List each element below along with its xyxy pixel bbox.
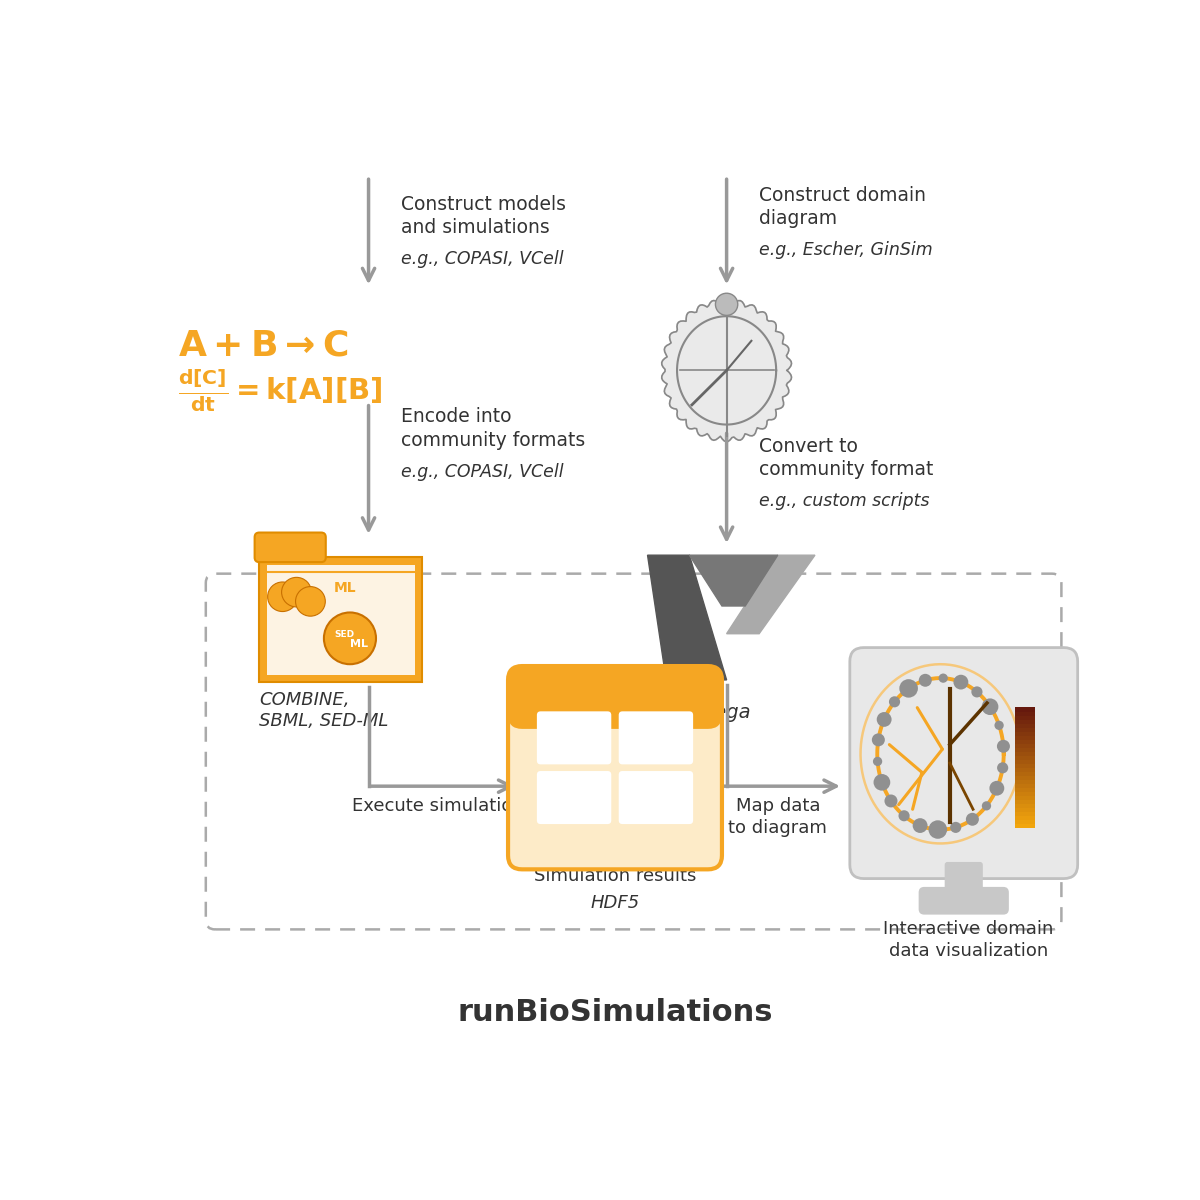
Text: Encode into
community formats: Encode into community formats (401, 407, 586, 450)
Text: Execute simulations: Execute simulations (353, 797, 534, 815)
Circle shape (997, 762, 1008, 773)
Bar (1015, 758, 1036, 763)
Bar (1015, 707, 1036, 712)
Bar (1015, 823, 1036, 828)
Bar (1015, 811, 1036, 816)
Text: Construct models
and simulations: Construct models and simulations (401, 194, 566, 238)
Polygon shape (689, 556, 778, 606)
FancyBboxPatch shape (850, 648, 1078, 878)
Bar (1015, 739, 1036, 744)
FancyBboxPatch shape (508, 666, 722, 869)
Bar (1015, 799, 1036, 804)
Circle shape (282, 577, 311, 607)
FancyBboxPatch shape (944, 862, 983, 895)
Circle shape (982, 698, 998, 715)
FancyBboxPatch shape (254, 533, 325, 562)
Bar (1015, 818, 1036, 823)
Circle shape (954, 674, 968, 690)
FancyBboxPatch shape (619, 772, 694, 824)
Bar (1015, 715, 1036, 720)
Bar (1015, 719, 1036, 724)
Circle shape (324, 612, 376, 665)
FancyBboxPatch shape (536, 712, 611, 764)
Circle shape (889, 696, 900, 707)
FancyBboxPatch shape (536, 772, 611, 824)
Text: Construct domain
diagram: Construct domain diagram (760, 186, 926, 228)
Circle shape (913, 818, 928, 833)
Text: $\mathbf{\frac{d[C]}{dt} = k[A][B]}$: $\mathbf{\frac{d[C]}{dt} = k[A][B]}$ (178, 367, 383, 414)
Bar (1015, 775, 1036, 780)
Circle shape (929, 821, 947, 839)
Bar (1015, 751, 1036, 756)
Text: e.g., Escher, GinSim: e.g., Escher, GinSim (760, 241, 932, 259)
Text: ML: ML (334, 581, 356, 594)
Polygon shape (727, 556, 815, 634)
Text: Convert to
community format: Convert to community format (760, 437, 934, 480)
Polygon shape (661, 299, 792, 442)
Circle shape (295, 587, 325, 616)
Text: Interactive domain
data visualization: Interactive domain data visualization (883, 920, 1054, 960)
Text: Map data
to diagram: Map data to diagram (728, 797, 827, 838)
Circle shape (938, 673, 948, 683)
Bar (1015, 710, 1036, 715)
Bar (1015, 779, 1036, 784)
Text: e.g., COPASI, VCell: e.g., COPASI, VCell (401, 463, 564, 481)
Circle shape (982, 802, 991, 810)
Circle shape (877, 712, 892, 727)
Bar (1015, 782, 1036, 787)
Bar (1015, 722, 1036, 727)
Bar (1015, 743, 1036, 748)
FancyBboxPatch shape (919, 887, 1009, 914)
Text: Simulation results: Simulation results (534, 866, 696, 884)
Bar (1015, 803, 1036, 808)
Text: runBioSimulations: runBioSimulations (457, 998, 773, 1027)
Circle shape (872, 757, 882, 766)
Bar (1015, 767, 1036, 772)
Text: HDF5: HDF5 (590, 894, 640, 912)
Circle shape (899, 679, 918, 697)
Text: COMBINE,
SBML, SED-ML: COMBINE, SBML, SED-ML (259, 691, 389, 731)
Circle shape (995, 721, 1003, 730)
Circle shape (990, 781, 1004, 796)
Circle shape (966, 812, 979, 826)
Circle shape (884, 794, 898, 808)
Bar (1015, 794, 1036, 799)
Text: $\mathbf{A + B \rightarrow C}$: $\mathbf{A + B \rightarrow C}$ (178, 329, 348, 362)
Bar (1015, 815, 1036, 820)
Bar (1015, 746, 1036, 751)
Circle shape (997, 740, 1010, 752)
Bar (1015, 755, 1036, 760)
FancyBboxPatch shape (266, 565, 414, 674)
Text: e.g., custom scripts: e.g., custom scripts (760, 492, 930, 510)
FancyBboxPatch shape (259, 558, 422, 683)
Text: Vega: Vega (702, 703, 751, 722)
Bar (1015, 763, 1036, 768)
Bar (1015, 727, 1036, 732)
Bar (1015, 806, 1036, 811)
Bar (1015, 787, 1036, 792)
FancyBboxPatch shape (508, 666, 722, 728)
Circle shape (971, 686, 983, 697)
Polygon shape (648, 556, 727, 680)
Circle shape (268, 582, 298, 612)
Bar (1015, 791, 1036, 796)
Bar (1015, 770, 1036, 775)
Circle shape (872, 733, 884, 746)
Circle shape (950, 822, 961, 833)
Bar (522, 697, 708, 715)
Circle shape (919, 674, 932, 686)
Text: e.g., COPASI, VCell: e.g., COPASI, VCell (401, 251, 564, 269)
Circle shape (874, 774, 890, 791)
Text: ML: ML (350, 638, 368, 649)
FancyBboxPatch shape (619, 712, 694, 764)
Text: SED: SED (335, 630, 354, 640)
Bar (1015, 731, 1036, 736)
Circle shape (715, 293, 738, 316)
Circle shape (899, 810, 910, 821)
Bar (1015, 734, 1036, 739)
